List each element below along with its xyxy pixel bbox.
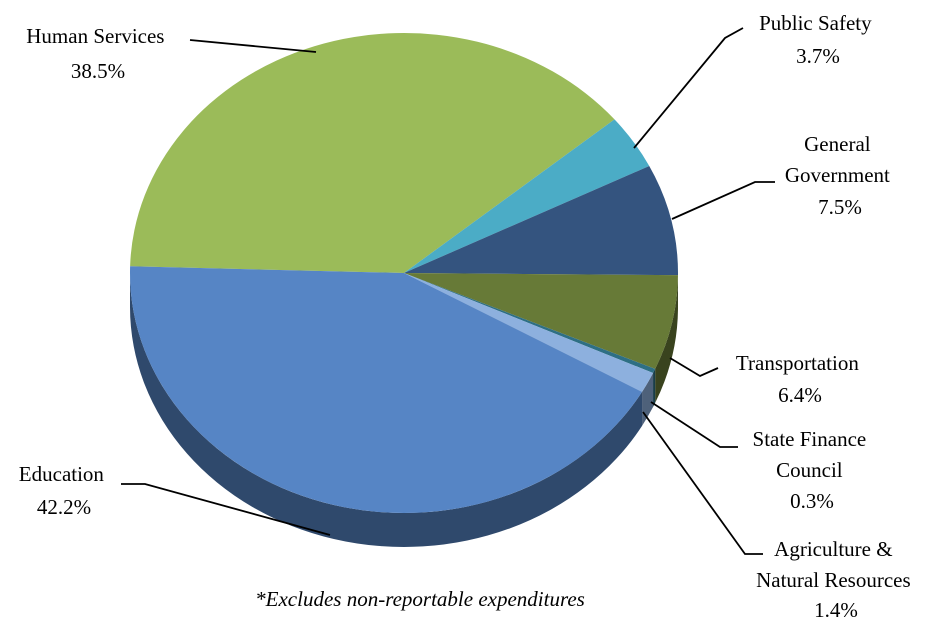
- leader-line-transportation: [669, 357, 719, 378]
- label-general-government: General Government 7.5%: [785, 132, 895, 219]
- slice-labels: Human Services 38.5% Public Safety 3.7% …: [19, 11, 916, 620]
- label-general-government-value: 7.5%: [818, 195, 862, 219]
- leader-lines: [121, 27, 775, 555]
- label-general-government-line1: General: [804, 132, 871, 156]
- leader-line-education: [121, 483, 331, 536]
- pie-side-walls: [130, 273, 678, 547]
- label-agriculture-line1: Agriculture &: [774, 537, 892, 561]
- label-human-services-value: 38.5%: [71, 59, 125, 83]
- pie-slice-state-finance-council: [404, 273, 656, 374]
- pie-slice-human-services: [130, 33, 615, 273]
- label-state-finance-council-value: 0.3%: [790, 489, 834, 513]
- pie-slice-public-safety: [404, 119, 650, 273]
- leader-line-general-government: [671, 181, 775, 220]
- pie-side-transportation: [655, 275, 678, 403]
- leader-line-public-safety: [633, 27, 744, 149]
- label-human-services: Human Services 38.5%: [26, 24, 169, 83]
- pie-slice-transportation: [404, 273, 678, 369]
- label-state-finance-council-line1: State Finance: [753, 427, 867, 451]
- pie-top-faces: [130, 33, 678, 513]
- label-agriculture: Agriculture & Natural Resources 1.4%: [756, 537, 916, 620]
- label-education: Education 42.2%: [19, 462, 109, 519]
- leader-line-state-finance-council: [650, 401, 738, 448]
- pie-slice-general-government: [404, 165, 678, 276]
- label-public-safety-name: Public Safety: [759, 11, 872, 35]
- label-agriculture-line2: Natural Resources: [756, 568, 911, 592]
- label-transportation-name: Transportation: [736, 351, 859, 375]
- leader-line-human-services: [189, 39, 317, 53]
- label-public-safety-value: 3.7%: [796, 44, 840, 68]
- label-state-finance-council-line2: Council: [776, 458, 843, 482]
- label-public-safety: Public Safety 3.7%: [759, 11, 877, 68]
- pie-side-state-finance-council: [653, 368, 656, 408]
- label-education-value: 42.2%: [37, 495, 91, 519]
- label-human-services-name: Human Services: [26, 24, 164, 48]
- label-state-finance-council: State Finance Council 0.3%: [753, 427, 872, 513]
- pie-slice-agriculture-and-natural-resources: [404, 273, 654, 392]
- leader-line-agriculture: [642, 411, 763, 555]
- pie-side-education: [130, 273, 643, 547]
- label-agriculture-value: 1.4%: [814, 598, 858, 620]
- label-education-name: Education: [19, 462, 105, 486]
- pie-slice-education: [130, 266, 643, 513]
- pie-side-agriculture-and-natural-resources: [642, 373, 654, 426]
- label-transportation-value: 6.4%: [778, 383, 822, 407]
- footnote: *Excludes non-reportable expenditures: [255, 587, 585, 611]
- label-transportation: Transportation 6.4%: [736, 351, 864, 407]
- label-general-government-line2: Government: [785, 163, 890, 187]
